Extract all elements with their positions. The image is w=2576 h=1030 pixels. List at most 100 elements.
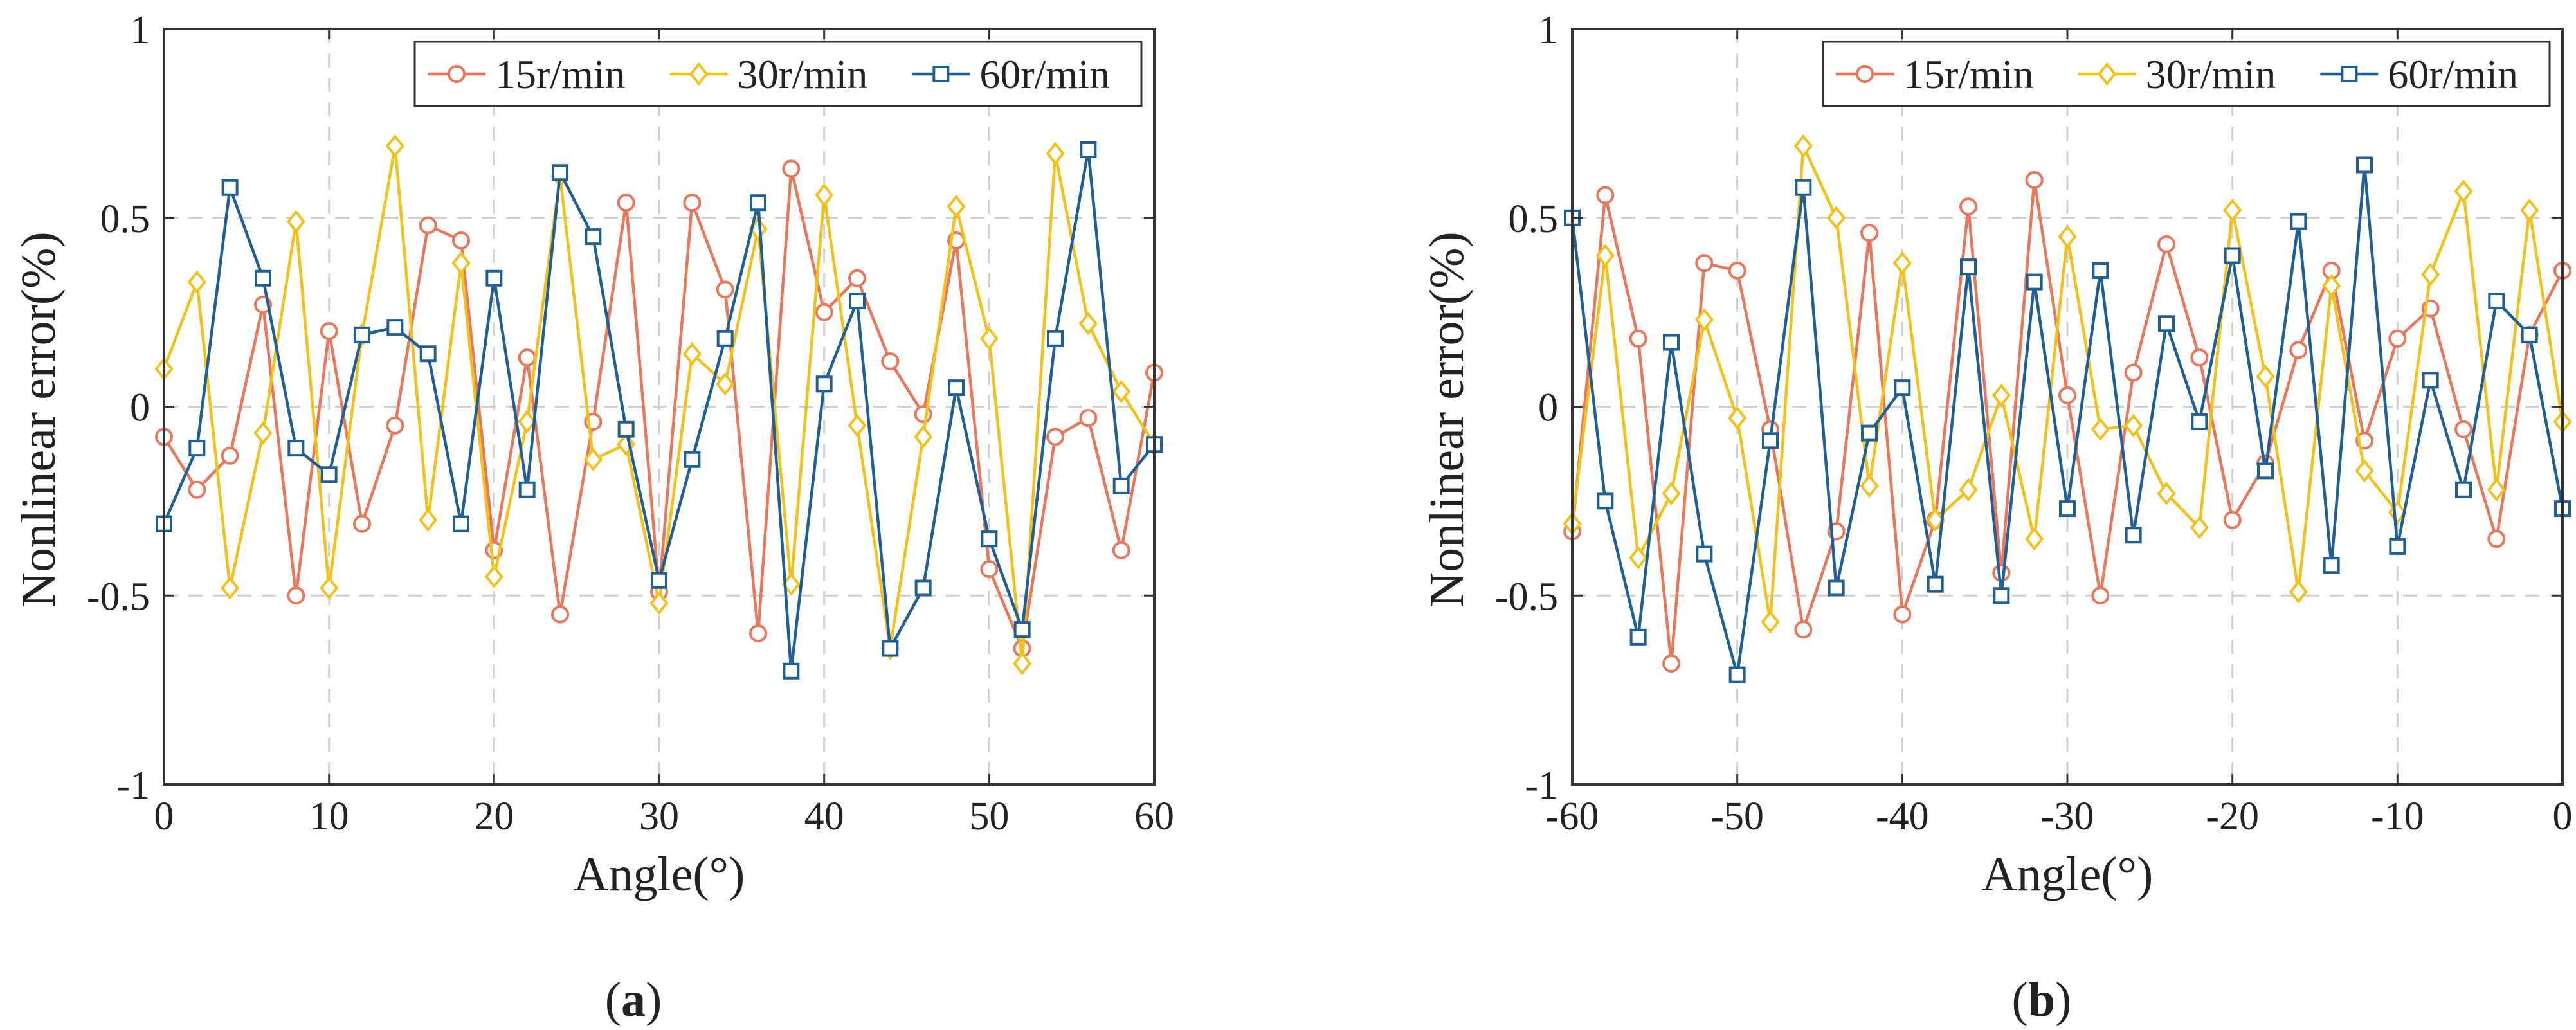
data-point [1991, 383, 2011, 408]
x-tick-label: 20 [474, 795, 514, 838]
chart-panel-b: -60 -50 -40 -30 -20 -10 0 -1 -0.5 0 0.5 1 Angle(°) No… [1420, 8, 2573, 1027]
data-point [1762, 432, 1779, 449]
y-axis-label: Nonlinear error(%) [12, 231, 66, 607]
legend-label: 30r/min [738, 51, 868, 97]
series-60r/min [1564, 156, 2571, 683]
data-point [1728, 406, 1747, 430]
data-point [2124, 413, 2143, 438]
data-point [1629, 329, 1647, 348]
legend-marker [2341, 66, 2358, 82]
data-point [1959, 197, 1977, 216]
data-point [1728, 262, 1746, 280]
data-point [2422, 372, 2439, 389]
data-point [1112, 541, 1130, 559]
data-point [552, 164, 568, 181]
data-point [286, 210, 305, 233]
y-tick-label: -0.5 [1495, 575, 1558, 619]
data-point [2223, 198, 2242, 222]
legend-marker [1856, 65, 1874, 83]
legend-label: 30r/min [2146, 51, 2276, 97]
data-point [1927, 575, 1944, 593]
data-point [2092, 262, 2109, 279]
series-30r/min [1563, 134, 2572, 634]
data-point [617, 194, 635, 212]
data-point [2025, 171, 2044, 189]
x-tick-label: -60 [1546, 795, 1599, 838]
data-point [221, 446, 239, 465]
y-tick-label: -1 [116, 764, 150, 808]
x-tick-label: -10 [2371, 795, 2424, 838]
data-point [1992, 564, 2011, 582]
legend-label: 15r/min [495, 51, 626, 97]
data-point [2521, 326, 2538, 343]
data-point [583, 447, 603, 471]
data-point [2388, 329, 2407, 348]
data-point [684, 451, 701, 468]
legend: 15r/min 30r/min 60r/min [413, 41, 1143, 107]
data-point [2224, 247, 2241, 264]
data-point [353, 514, 371, 533]
data-point [2157, 235, 2175, 253]
data-point [682, 342, 702, 366]
data-point [2058, 224, 2077, 249]
y-axis-label: Nonlinear error(%) [1420, 231, 1474, 607]
data-point [750, 194, 766, 212]
data-point [651, 572, 667, 589]
data-point [1080, 141, 1097, 158]
data-point [287, 586, 305, 605]
data-point [815, 375, 833, 393]
data-point [1892, 251, 1912, 275]
data-point [1926, 508, 1945, 532]
data-point [1828, 579, 1845, 597]
data-point [716, 372, 735, 396]
data-point [2488, 293, 2505, 309]
x-tick-label: 10 [309, 795, 349, 838]
data-point [979, 327, 999, 350]
data-point [1013, 621, 1031, 638]
data-point [1893, 605, 1912, 624]
data-point [2256, 365, 2275, 388]
data-point [2289, 580, 2308, 604]
data-point [1696, 545, 1713, 563]
data-point [484, 565, 503, 589]
data-point [683, 194, 702, 212]
legend-label: 60r/min [2388, 51, 2518, 97]
data-point [1694, 308, 1714, 332]
data-point [980, 560, 999, 579]
data-point [1959, 478, 1978, 501]
data-point [2322, 274, 2341, 298]
data-point [1662, 482, 1681, 505]
x-tick-label: -30 [2041, 795, 2094, 838]
data-point [2355, 459, 2374, 483]
data-point [1595, 244, 1615, 267]
data-point [914, 579, 932, 597]
data-point [2454, 420, 2472, 438]
data-point [848, 413, 867, 438]
y-tick-label: -1 [1525, 764, 1558, 808]
x-tick-label: -40 [1876, 795, 1929, 838]
panel-label: (b) [2012, 973, 2072, 1027]
data-point [914, 425, 933, 449]
chart-panel-a: 0 10 20 30 40 50 60 -1 -0.5 0 0.5 1 Angle(°) Nonlinea… [12, 8, 1174, 1027]
legend-label: 15r/min [1903, 51, 2034, 97]
data-point [1078, 312, 1098, 336]
x-tick-label: -50 [1710, 795, 1764, 838]
x-tick-label: 0 [2553, 795, 2573, 838]
data-point [2190, 516, 2209, 539]
data-point [2059, 500, 2076, 518]
data-point [782, 159, 801, 178]
data-point [848, 269, 866, 287]
data-point [2389, 538, 2406, 555]
y-tick-label: 0.5 [1509, 197, 1559, 241]
data-point [221, 179, 239, 196]
data-point [419, 216, 437, 235]
series-60r/min [156, 141, 1163, 680]
x-tick-label: -20 [2206, 795, 2259, 838]
data-point [2487, 530, 2506, 548]
legend-marker [2098, 62, 2117, 86]
data-point [1894, 379, 1911, 397]
data-point [518, 410, 537, 434]
x-tick-label: 0 [154, 795, 174, 838]
data-point [287, 440, 305, 457]
